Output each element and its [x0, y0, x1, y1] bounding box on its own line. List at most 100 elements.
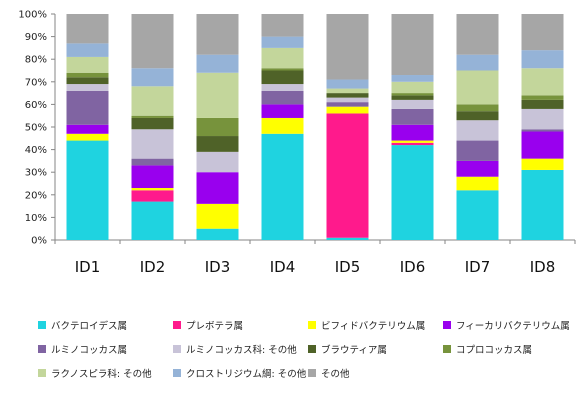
legend-label: その他	[321, 369, 350, 380]
chart-plot: 0% 10% 20% 30% 40% 50% 60% 70% 80% 90% 100% ID1 ID2 I…	[18, 10, 576, 276]
bar-segment	[521, 158, 564, 170]
legend-swatch	[308, 369, 316, 377]
y-tick-label: 30%	[25, 168, 47, 179]
bar-segment	[66, 56, 109, 73]
legend-swatch	[173, 321, 181, 329]
bar-segment	[66, 43, 109, 57]
y-tick-label: 10%	[25, 213, 47, 224]
bar-segment	[66, 140, 109, 240]
x-tick-label: ID4	[270, 258, 296, 276]
y-tick-label: 60%	[25, 100, 47, 111]
legend-entry: バクテロイデス属	[38, 318, 173, 332]
legend-entry: ラクノスピラ科: その他	[38, 366, 173, 380]
legend-entry: プレボテラ属	[173, 318, 308, 332]
bar-segment	[391, 124, 434, 141]
bar-segment	[196, 228, 239, 240]
bar-segment	[391, 140, 434, 143]
bar-segment	[261, 14, 304, 37]
bar-segment	[326, 93, 369, 98]
bar-segment	[326, 14, 369, 80]
legend-entry: ブラウティア属	[308, 342, 443, 356]
legend-label: コプロコッカス属	[456, 345, 533, 356]
bar-segment	[326, 113, 369, 238]
bar-segment	[326, 102, 369, 107]
legend-swatch	[308, 321, 316, 329]
bar-segment	[261, 84, 304, 91]
y-tick-label: 40%	[25, 145, 47, 156]
bar-segment	[261, 70, 304, 85]
bar-segment	[521, 108, 564, 130]
legend-swatch	[308, 345, 316, 353]
bar-segment	[456, 104, 499, 112]
bar-segment	[521, 50, 564, 69]
bar-segment	[521, 14, 564, 51]
bar-segment	[391, 145, 434, 240]
bar-segment	[521, 169, 564, 240]
bar-segment	[391, 99, 434, 109]
bar-segment	[261, 47, 304, 69]
bar-segment	[456, 70, 499, 105]
legend-swatch	[443, 345, 451, 353]
bar-segment	[326, 79, 369, 89]
chart-legend: バクテロイデス属 プレボテラ属 ビフィドバクテリウム属 フィーカリバクテリウム属 ルミノ…	[38, 318, 578, 380]
legend-label: バクテロイデス属	[51, 321, 128, 332]
bar-segment	[66, 84, 109, 91]
bar-segment	[521, 68, 564, 96]
bar-segment	[456, 160, 499, 177]
legend-swatch	[443, 321, 451, 329]
bar-segment	[261, 36, 304, 48]
bar-segment	[131, 129, 174, 159]
x-tick-label: ID5	[335, 258, 361, 276]
x-tick-label: ID8	[530, 258, 556, 276]
bar-segment	[456, 176, 499, 191]
bar-segment	[196, 151, 239, 173]
x-tick-label: ID2	[140, 258, 166, 276]
bar-segment	[261, 133, 304, 240]
bar-segment	[326, 97, 369, 103]
bar-segment	[66, 72, 109, 78]
legend-label: ビフィドバクテリウム属	[321, 321, 426, 332]
bar-segment	[391, 108, 434, 125]
bar-segment	[391, 75, 434, 82]
bar-segment	[196, 117, 239, 137]
x-tick-label: ID1	[75, 258, 101, 276]
legend-label: プレボテラ属	[186, 321, 244, 332]
bar-segment	[131, 115, 174, 118]
bar-segment	[456, 140, 499, 161]
y-tick-label: 100%	[18, 10, 47, 21]
bar-segment	[456, 14, 499, 55]
bar-segment	[326, 88, 369, 94]
bar-segment	[66, 124, 109, 134]
bar-segment	[131, 117, 174, 130]
bar-segment	[261, 104, 304, 118]
bar-segment	[131, 68, 174, 87]
y-tick-label: 80%	[25, 55, 47, 66]
bar-segment	[521, 99, 564, 109]
bar-segment	[131, 188, 174, 191]
bar-segment	[326, 237, 369, 240]
legend-label: ルミノコッカス科: その他	[186, 345, 297, 356]
y-tick-label: 0%	[31, 236, 47, 247]
bar-segment	[391, 81, 434, 94]
y-tick-label: 70%	[25, 77, 47, 88]
bar-segment	[456, 190, 499, 240]
bar-segment	[456, 120, 499, 141]
legend-entry: その他	[308, 366, 443, 380]
y-tick-label: 20%	[25, 190, 47, 201]
bar-segment	[391, 142, 434, 146]
bar-segment	[196, 203, 239, 229]
bar-segment	[521, 131, 564, 159]
bar-segment	[196, 172, 239, 204]
legend-label: クロストリジウム綱: その他	[186, 369, 307, 380]
legend-swatch	[38, 321, 46, 329]
y-tick-label: 50%	[25, 123, 47, 134]
bar-segment	[521, 129, 564, 132]
bar-segment	[456, 54, 499, 71]
bar-segment	[456, 111, 499, 121]
bar-segment	[196, 14, 239, 55]
bar-segment	[131, 165, 174, 189]
legend-entry: クロストリジウム綱: その他	[173, 366, 308, 380]
bar-segment	[131, 158, 174, 166]
y-tick-label: 90%	[25, 32, 47, 43]
